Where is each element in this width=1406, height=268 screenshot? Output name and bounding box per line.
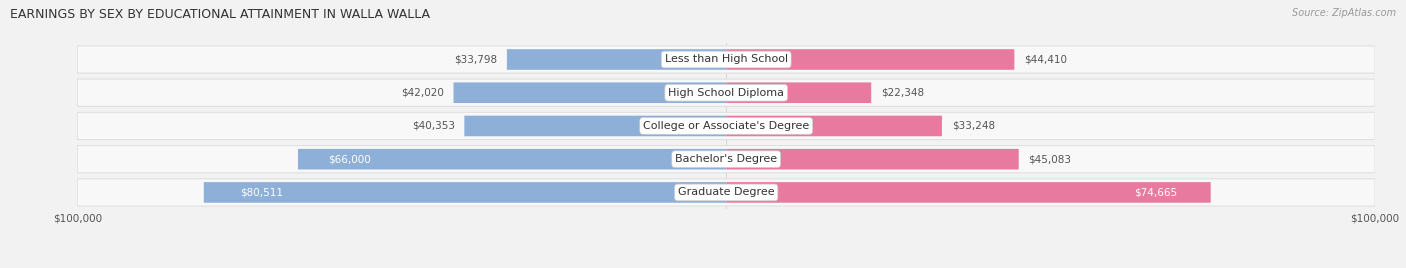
FancyBboxPatch shape — [727, 116, 942, 136]
Text: $40,353: $40,353 — [412, 121, 454, 131]
Text: $33,798: $33,798 — [454, 54, 498, 65]
FancyBboxPatch shape — [204, 182, 727, 203]
Text: $74,665: $74,665 — [1133, 187, 1177, 198]
Text: College or Associate's Degree: College or Associate's Degree — [643, 121, 810, 131]
FancyBboxPatch shape — [77, 146, 1375, 173]
FancyBboxPatch shape — [727, 182, 1211, 203]
Text: $42,020: $42,020 — [401, 88, 444, 98]
FancyBboxPatch shape — [464, 116, 727, 136]
Text: $66,000: $66,000 — [328, 154, 371, 164]
FancyBboxPatch shape — [454, 83, 727, 103]
FancyBboxPatch shape — [77, 46, 1375, 73]
Text: Bachelor's Degree: Bachelor's Degree — [675, 154, 778, 164]
Text: $33,248: $33,248 — [952, 121, 995, 131]
Text: $44,410: $44,410 — [1024, 54, 1067, 65]
Text: $22,348: $22,348 — [882, 88, 924, 98]
FancyBboxPatch shape — [77, 79, 1375, 106]
FancyBboxPatch shape — [727, 49, 1014, 70]
Text: $80,511: $80,511 — [240, 187, 284, 198]
FancyBboxPatch shape — [727, 149, 1019, 169]
Text: $45,083: $45,083 — [1028, 154, 1071, 164]
Text: Graduate Degree: Graduate Degree — [678, 187, 775, 198]
FancyBboxPatch shape — [77, 179, 1375, 206]
FancyBboxPatch shape — [508, 49, 727, 70]
Text: High School Diploma: High School Diploma — [668, 88, 785, 98]
Text: Less than High School: Less than High School — [665, 54, 787, 65]
FancyBboxPatch shape — [77, 112, 1375, 140]
FancyBboxPatch shape — [727, 83, 872, 103]
FancyBboxPatch shape — [298, 149, 727, 169]
Text: Source: ZipAtlas.com: Source: ZipAtlas.com — [1292, 8, 1396, 18]
Text: EARNINGS BY SEX BY EDUCATIONAL ATTAINMENT IN WALLA WALLA: EARNINGS BY SEX BY EDUCATIONAL ATTAINMEN… — [10, 8, 430, 21]
